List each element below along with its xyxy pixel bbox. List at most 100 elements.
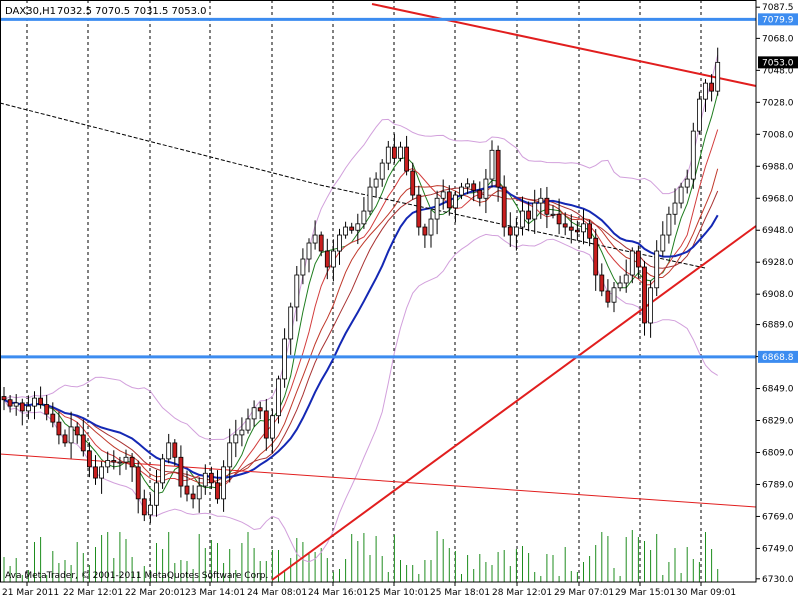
- x-tick-label: 22 Mar 20:01: [125, 588, 185, 598]
- candle-body: [68, 426, 74, 444]
- y-tick-label: 6968.0: [762, 194, 794, 204]
- candle-body: [611, 287, 617, 303]
- y-tick-label: 7087.5: [762, 3, 794, 13]
- candle-body: [147, 504, 153, 516]
- candle-body: [642, 266, 647, 324]
- candle-body: [385, 146, 391, 164]
- candle-body: [562, 223, 568, 228]
- candle-body: [190, 493, 196, 500]
- candle-body: [422, 226, 428, 236]
- y-tick-label: 6908.0: [762, 290, 794, 300]
- candle-body: [623, 274, 629, 284]
- chart-header-symbol: DAX30,H1: [5, 6, 56, 17]
- candle-body: [25, 405, 31, 412]
- candle-body: [294, 274, 300, 308]
- candle-body: [477, 189, 483, 199]
- candle-body: [452, 194, 458, 209]
- candle-body: [56, 421, 62, 436]
- price-tag-label: 7053.0: [762, 58, 794, 68]
- chart-frame: [0, 0, 757, 583]
- y-tick-label: 7048.0: [762, 66, 794, 76]
- volume-histogram: [3, 530, 719, 582]
- candle-body: [465, 183, 471, 188]
- candle-body: [233, 434, 239, 444]
- candle-body: [343, 226, 349, 236]
- candle-body: [135, 466, 141, 500]
- candle-body: [276, 378, 281, 417]
- candle-body: [556, 213, 562, 225]
- candle-body: [306, 242, 312, 260]
- y-tick-label: 7068.0: [762, 34, 794, 44]
- y-tick-label: 6928.0: [762, 258, 794, 268]
- candle-body: [111, 460, 117, 463]
- resistance-trendline: [371, 3, 757, 87]
- candle-body: [87, 450, 92, 468]
- candle-body: [202, 472, 208, 487]
- candle-body: [361, 210, 367, 225]
- candle-body: [446, 191, 452, 209]
- candle-body: [410, 170, 416, 196]
- candle-body: [654, 250, 660, 289]
- candle-body: [184, 485, 190, 495]
- ma-slow: [3, 185, 719, 479]
- ma-fast: [3, 93, 719, 495]
- candle-body: [575, 229, 580, 233]
- y-tick-label: 6948.0: [762, 226, 794, 236]
- candle-body: [715, 61, 721, 92]
- candle-body: [587, 223, 592, 239]
- candle-body: [379, 162, 385, 180]
- x-tick-label: 21 Mar 2011: [2, 588, 59, 598]
- candle-body: [349, 226, 355, 231]
- y-tick-label: 6749.0: [762, 544, 794, 554]
- candle-body: [227, 442, 233, 468]
- candle-body: [544, 197, 550, 215]
- candle-body: [703, 82, 708, 100]
- candle-body: [44, 404, 50, 415]
- candle-body: [526, 210, 531, 220]
- x-tick-label: 24 Mar 08:01: [247, 588, 307, 598]
- candle-body: [495, 149, 501, 188]
- bollinger-upper: [3, 54, 719, 441]
- chart-header-ohlc: 7032.5 7070.5 7031.5 7053.0: [57, 6, 207, 17]
- x-tick-label: 30 Mar 09:01: [676, 588, 736, 598]
- moving-averages: [3, 93, 719, 495]
- candle-body: [483, 178, 489, 199]
- candle-body: [318, 234, 324, 252]
- candle-body: [215, 482, 220, 500]
- y-tick-label: 6769.0: [762, 512, 794, 522]
- candle-body: [105, 460, 111, 468]
- candle-body: [550, 213, 556, 216]
- candle-body: [581, 223, 586, 233]
- candle-body: [355, 223, 361, 231]
- x-tick-label: 23 Mar 14:01: [185, 588, 245, 598]
- candle-body: [605, 290, 611, 303]
- y-tick-label: 6988.0: [762, 162, 794, 172]
- candle-body: [196, 485, 202, 500]
- candle-body: [208, 472, 214, 484]
- candle-body: [532, 202, 538, 220]
- candle-body: [678, 186, 684, 204]
- price-tags: 7079.9 7053.0 6868.8: [758, 13, 798, 363]
- candle-body: [154, 482, 159, 506]
- price-tag-label: 6868.8: [762, 353, 794, 363]
- x-tick-label: 29 Mar 15:01: [615, 588, 675, 598]
- candle-body: [99, 466, 104, 479]
- candle-body: [367, 186, 373, 212]
- candle-body: [80, 434, 86, 452]
- y-tick-label: 6809.0: [762, 448, 794, 458]
- x-tick-label: 22 Mar 12:01: [63, 588, 123, 598]
- candle-body: [507, 226, 513, 236]
- candle-body: [593, 237, 599, 276]
- candle-body: [697, 98, 702, 132]
- candle-body: [648, 287, 653, 324]
- candle-body: [263, 410, 269, 439]
- candle-body: [373, 178, 379, 188]
- candle-body: [398, 146, 403, 159]
- candle-body: [19, 402, 25, 412]
- ma-15: [3, 187, 719, 484]
- candle-body: [428, 218, 434, 236]
- x-tick-label: 28 Mar 12:01: [492, 588, 552, 598]
- level-price-tag: [758, 350, 798, 363]
- candle-body: [416, 194, 422, 228]
